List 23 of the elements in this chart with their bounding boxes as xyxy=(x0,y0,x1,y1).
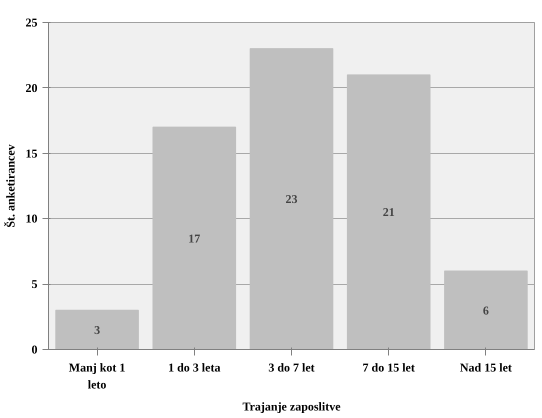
y-tick-label: 5 xyxy=(32,277,38,292)
data-label: 23 xyxy=(286,192,298,206)
bar xyxy=(346,74,431,350)
bar xyxy=(55,310,139,350)
bar xyxy=(444,270,528,350)
x-tick-label: Nad 15 let xyxy=(460,360,512,374)
x-tick-label: 1 do 3 leta xyxy=(168,360,220,374)
data-label: 17 xyxy=(188,231,200,246)
y-tick-label: 0 xyxy=(32,342,38,356)
bar xyxy=(250,48,334,350)
y-tick-label: 15 xyxy=(26,146,38,160)
data-label: 3 xyxy=(94,322,100,337)
data-label: 6 xyxy=(482,303,489,318)
y-axis-title: Št. anketirancev xyxy=(4,144,18,228)
x-tick-label: 7 do 15 let xyxy=(362,360,415,374)
data-label: 21 xyxy=(382,205,395,220)
bar xyxy=(152,126,236,350)
x-tick-label: Manj kot 1 leto xyxy=(68,360,126,392)
y-tick-label: 20 xyxy=(26,80,38,95)
y-tick-label: 25 xyxy=(26,16,38,30)
x-tick-label: 3 do 7 let xyxy=(268,360,315,374)
x-axis-title: Trajanje zaposlitve xyxy=(242,399,342,414)
y-tick-label: 10 xyxy=(26,212,38,226)
